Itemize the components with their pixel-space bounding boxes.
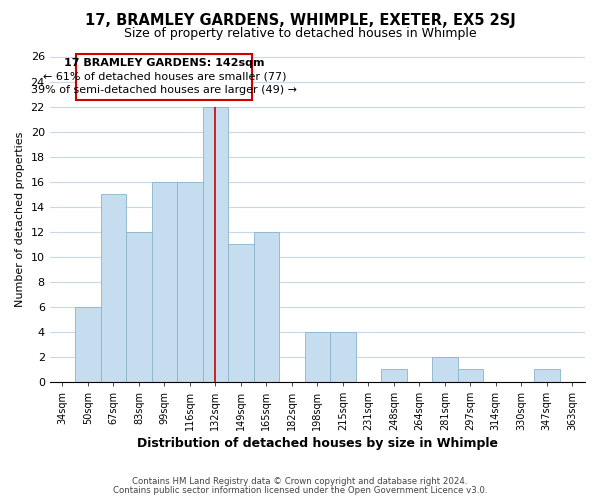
Bar <box>203 106 228 382</box>
Text: 17, BRAMLEY GARDENS, WHIMPLE, EXETER, EX5 2SJ: 17, BRAMLEY GARDENS, WHIMPLE, EXETER, EX… <box>85 12 515 28</box>
Text: 39% of semi-detached houses are larger (49) →: 39% of semi-detached houses are larger (… <box>31 86 298 96</box>
Bar <box>177 182 203 382</box>
Bar <box>75 306 101 382</box>
Text: ← 61% of detached houses are smaller (77): ← 61% of detached houses are smaller (77… <box>43 72 286 82</box>
Text: 17 BRAMLEY GARDENS: 142sqm: 17 BRAMLEY GARDENS: 142sqm <box>64 58 265 68</box>
Bar <box>305 332 330 382</box>
FancyBboxPatch shape <box>76 54 253 100</box>
Text: Contains public sector information licensed under the Open Government Licence v3: Contains public sector information licen… <box>113 486 487 495</box>
Bar <box>458 369 483 382</box>
Bar <box>126 232 152 382</box>
Bar <box>534 369 560 382</box>
Bar <box>228 244 254 382</box>
Bar <box>152 182 177 382</box>
Bar <box>381 369 407 382</box>
Bar <box>330 332 356 382</box>
Y-axis label: Number of detached properties: Number of detached properties <box>15 132 25 307</box>
X-axis label: Distribution of detached houses by size in Whimple: Distribution of detached houses by size … <box>137 437 498 450</box>
Bar <box>254 232 279 382</box>
Bar <box>101 194 126 382</box>
Text: Contains HM Land Registry data © Crown copyright and database right 2024.: Contains HM Land Registry data © Crown c… <box>132 477 468 486</box>
Bar <box>432 356 458 382</box>
Text: Size of property relative to detached houses in Whimple: Size of property relative to detached ho… <box>124 28 476 40</box>
